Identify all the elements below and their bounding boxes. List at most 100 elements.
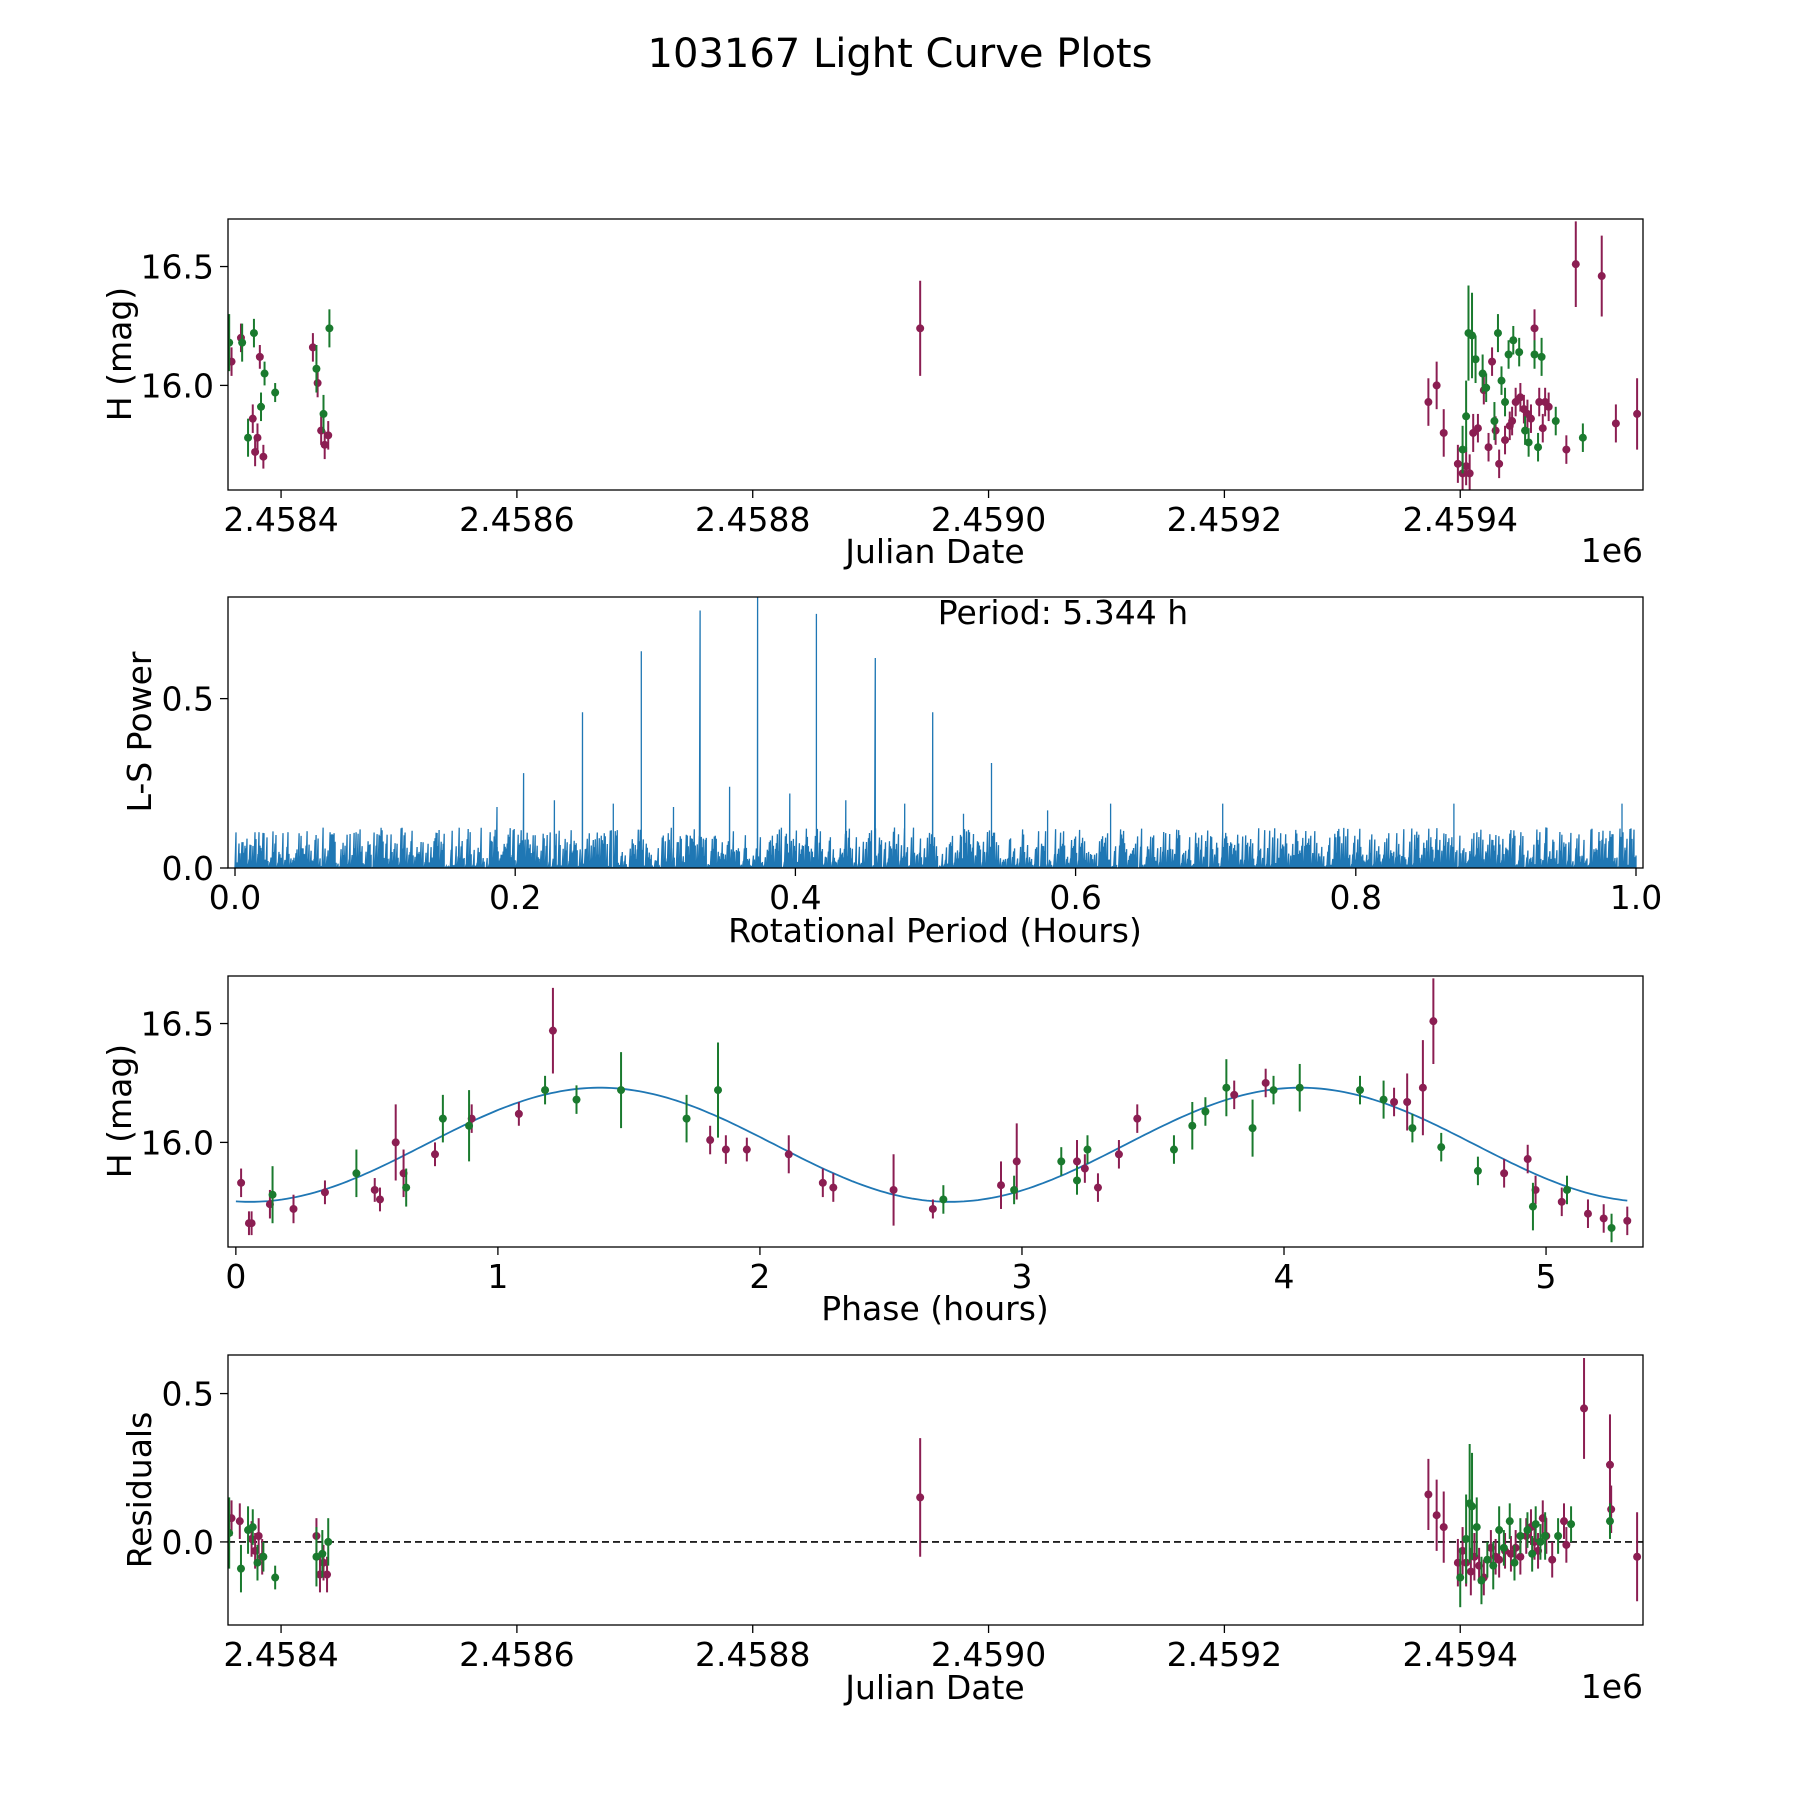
data-point: [237, 1178, 246, 1187]
data-point: [1473, 1166, 1482, 1175]
data-point: [1230, 1090, 1239, 1099]
data-point: [1501, 436, 1510, 445]
x-tick-label: 5: [1536, 1257, 1557, 1296]
data-point: [1468, 1502, 1477, 1511]
data-point: [1548, 1555, 1557, 1564]
data-point: [1453, 459, 1462, 468]
data-point: [916, 324, 925, 333]
data-point: [829, 1183, 838, 1192]
data-point: [1501, 398, 1510, 407]
data-point: [1408, 1124, 1417, 1133]
data-point: [1471, 355, 1480, 364]
figure-title: 103167 Light Curve Plots: [648, 31, 1153, 77]
data-point: [254, 1531, 263, 1540]
data-point: [1605, 1460, 1614, 1469]
periodogram-ylabel: L-S Power: [120, 651, 159, 812]
data-point: [1133, 1114, 1142, 1123]
data-point: [1390, 1097, 1399, 1106]
data-point: [1073, 1157, 1081, 1166]
data-point: [1633, 409, 1642, 418]
data-point: [1248, 1124, 1257, 1133]
data-point: [1500, 1169, 1509, 1178]
data-point: [312, 364, 321, 373]
data-point: [1562, 445, 1571, 454]
data-point: [259, 452, 268, 461]
data-point: [1563, 1185, 1572, 1194]
data-point: [1607, 1505, 1616, 1514]
x-tick-label: 2.4590: [931, 1635, 1046, 1674]
data-point: [1530, 324, 1539, 333]
data-point: [236, 1564, 245, 1573]
data-point: [1462, 412, 1471, 421]
data-point: [308, 343, 317, 352]
data-point: [257, 402, 266, 411]
data-point: [1583, 1209, 1592, 1218]
data-point: [1439, 428, 1448, 437]
data-point: [1462, 1534, 1471, 1543]
data-point: [1528, 1549, 1537, 1558]
data-point: [1509, 336, 1518, 345]
data-point: [916, 1493, 925, 1502]
data-point: [1437, 1143, 1446, 1152]
data-point: [514, 1109, 523, 1118]
data-point: [1516, 1531, 1525, 1540]
x-tick-label: 0.0: [209, 878, 261, 917]
data-point: [1418, 1083, 1427, 1092]
data-point: [1466, 1567, 1475, 1576]
data-point: [320, 1188, 329, 1197]
data-point: [324, 1537, 333, 1546]
data-point: [1468, 331, 1477, 340]
data-point: [248, 414, 257, 423]
data-point: [1073, 1176, 1081, 1185]
data-point: [431, 1150, 440, 1159]
x-tick-label: 2.4586: [459, 1635, 574, 1674]
data-point: [1578, 433, 1587, 442]
lightcurve-xlabel: Julian Date: [843, 532, 1025, 571]
y-tick-label: 16.0: [141, 366, 214, 405]
x-tick-label: 0: [225, 1257, 246, 1296]
residuals-panel: 2.4584 2.4586 2.4588 2.4590 2.4592 2.4594 0.0 0…: [120, 1354, 1644, 1707]
data-point: [1508, 417, 1517, 426]
data-point: [1484, 443, 1493, 452]
x-tick-label: 2.4584: [223, 500, 338, 539]
lightcurve-x-offset-label: 1e6: [1581, 531, 1643, 570]
data-point: [1222, 1083, 1231, 1092]
data-point: [1295, 1083, 1304, 1092]
data-point: [1571, 260, 1580, 269]
data-point: [1495, 1526, 1504, 1535]
data-point: [1633, 1552, 1642, 1561]
data-point: [1535, 398, 1544, 407]
data-point: [1544, 402, 1553, 411]
data-point: [1379, 1095, 1388, 1104]
data-point: [1528, 1202, 1537, 1211]
data-point: [1432, 381, 1441, 390]
data-point: [1491, 426, 1500, 435]
data-point: [228, 1529, 234, 1538]
data-point: [1478, 369, 1487, 378]
data-point: [1505, 1517, 1514, 1526]
data-point: [1495, 1555, 1504, 1564]
data-point: [889, 1185, 898, 1194]
lightcurve-panel: 2.4584 2.4586 2.4588 2.4590 2.4592 2.4594 16.0…: [100, 218, 1644, 571]
x-tick-label: 2.4586: [459, 500, 574, 539]
data-point: [548, 1026, 557, 1035]
data-point: [1511, 1543, 1520, 1552]
data-point: [375, 1195, 384, 1204]
data-point: [1493, 329, 1502, 338]
data-point: [1499, 1543, 1508, 1552]
data-point: [253, 1558, 262, 1567]
data-point: [1261, 1078, 1270, 1087]
data-point: [939, 1195, 948, 1204]
data-point: [1523, 1526, 1532, 1535]
x-tick-label: 2: [749, 1257, 770, 1296]
data-point: [1057, 1157, 1066, 1166]
data-point: [721, 1145, 730, 1154]
lightcurve-ylabel: H (mag): [100, 287, 139, 421]
data-point: [1482, 383, 1491, 392]
data-point: [1439, 1523, 1448, 1532]
y-tick-label: 0.0: [162, 1523, 214, 1562]
data-point: [1489, 1561, 1498, 1570]
data-point: [1623, 1216, 1632, 1225]
data-point: [1465, 469, 1474, 478]
